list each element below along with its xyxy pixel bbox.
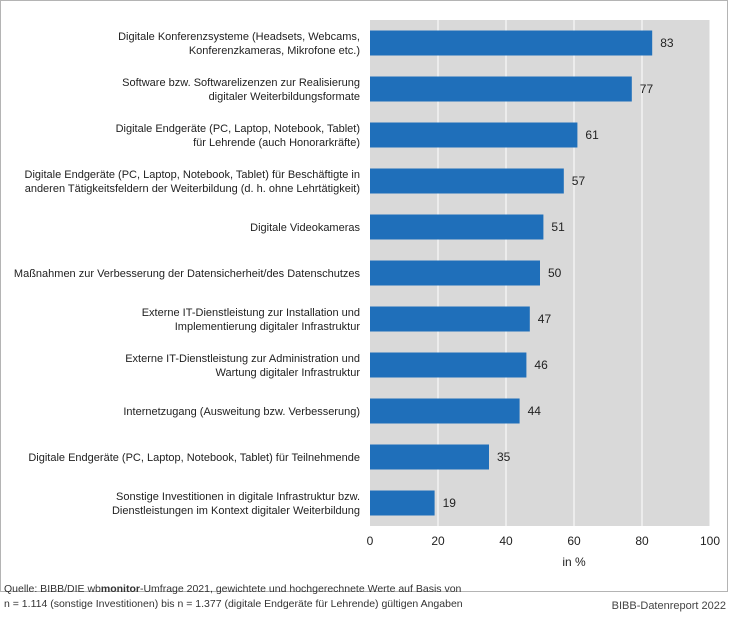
bar-chart: Digitale Konferenzsysteme (Headsets, Web…: [14, 20, 721, 569]
value-label: 19: [443, 496, 457, 510]
category-label-line: Sonstige Investitionen in digitale Infra…: [116, 491, 360, 503]
category-label-line: Implementierung digitaler Infrastruktur: [175, 321, 361, 333]
chart-frame: [0, 0, 728, 592]
category-label: Sonstige Investitionen in digitale Infra…: [112, 491, 360, 517]
bar: [370, 490, 435, 516]
category-label: Digitale Videokameras: [250, 222, 360, 234]
category-label-line: digitaler Weiterbildungsformate: [209, 91, 360, 103]
value-label: 47: [538, 312, 552, 326]
x-tick-label: 80: [635, 534, 649, 548]
x-tick-label: 40: [499, 534, 513, 548]
value-label: 46: [534, 358, 548, 372]
x-tick-labels: 0 20 40 60 80 100: [367, 534, 721, 548]
report-brand: BIBB-Datenreport 2022: [611, 600, 726, 612]
category-label: Digitale Endgeräte (PC, Laptop, Notebook…: [28, 452, 360, 464]
x-tick-label: 0: [367, 534, 374, 548]
category-label-line: Externe IT-Dienstleistung zur Installati…: [142, 307, 360, 319]
category-label-line: Software bzw. Softwarelizenzen zur Reali…: [122, 77, 360, 89]
category-label: Digitale Endgeräte (PC, Laptop, Notebook…: [25, 169, 361, 195]
source-bold: monitor: [100, 583, 140, 595]
bar: [370, 168, 564, 194]
category-label-line: Digitale Endgeräte (PC, Laptop, Notebook…: [116, 123, 360, 135]
source-line-1: Quelle: BIBB/DIE wbmonitor-Umfrage 2021,…: [4, 582, 726, 597]
value-labels: 83 77 61 57 51 50 47 46 44 35 19: [443, 36, 674, 510]
source-line-2: n = 1.114 (sonstige Investitionen) bis n…: [4, 598, 463, 610]
bar: [370, 30, 653, 56]
value-label: 77: [640, 82, 654, 96]
category-label-line: Wartung digitaler Infrastruktur: [216, 367, 361, 379]
category-label-line: Dienstleistungen im Kontext digitaler We…: [112, 505, 360, 517]
category-label-line: Digitale Endgeräte (PC, Laptop, Notebook…: [28, 452, 360, 464]
category-label: Externe IT-Dienstleistung zur Administra…: [125, 353, 360, 379]
bars: [370, 30, 653, 516]
bar: [370, 306, 530, 332]
bar: [370, 214, 544, 240]
category-label-line: Digitale Endgeräte (PC, Laptop, Notebook…: [25, 169, 361, 181]
x-axis-label: in %: [562, 555, 586, 569]
category-label-line: Digitale Videokameras: [250, 222, 360, 234]
category-label: Internetzugang (Ausweitung bzw. Verbesse…: [123, 406, 360, 418]
value-label: 57: [572, 174, 586, 188]
category-label-line: anderen Tätigkeitsfeldern der Weiterbild…: [25, 183, 360, 195]
value-label: 44: [528, 404, 542, 418]
value-label: 35: [497, 450, 511, 464]
value-label: 51: [551, 220, 565, 234]
category-labels: Digitale Konferenzsysteme (Headsets, Web…: [14, 31, 361, 517]
category-label-line: Konferenzkameras, Mikrofone etc.): [189, 45, 360, 57]
bar: [370, 122, 578, 148]
source-rest: -Umfrage 2021, gewichtete und hochgerech…: [139, 583, 462, 595]
category-label-line: für Lehrende (auch Honorarkräfte): [193, 137, 360, 149]
bar: [370, 76, 632, 102]
category-label: Maßnahmen zur Verbesserung der Datensich…: [14, 268, 361, 280]
category-label: Externe IT-Dienstleistung zur Installati…: [142, 307, 361, 333]
category-label-line: Externe IT-Dienstleistung zur Administra…: [125, 353, 360, 365]
category-label: Software bzw. Softwarelizenzen zur Reali…: [122, 77, 360, 103]
x-tick-label: 20: [431, 534, 445, 548]
bar: [370, 444, 489, 470]
footer: Quelle: BIBB/DIE wbmonitor-Umfrage 2021,…: [4, 582, 726, 612]
x-tick-label: 60: [567, 534, 581, 548]
source-prefix: Quelle: BIBB/DIE wb: [4, 583, 101, 595]
category-label-line: Internetzugang (Ausweitung bzw. Verbesse…: [123, 406, 360, 418]
category-label-line: Maßnahmen zur Verbesserung der Datensich…: [14, 268, 361, 280]
category-label: Digitale Endgeräte (PC, Laptop, Notebook…: [116, 123, 360, 149]
bar: [370, 352, 527, 378]
value-label: 61: [585, 128, 599, 142]
value-label: 83: [660, 36, 674, 50]
category-label-line: Digitale Konferenzsysteme (Headsets, Web…: [118, 31, 360, 43]
x-tick-label: 100: [700, 534, 720, 548]
category-label: Digitale Konferenzsysteme (Headsets, Web…: [118, 31, 360, 57]
value-label: 50: [548, 266, 562, 280]
bar: [370, 398, 520, 424]
bar: [370, 260, 540, 286]
